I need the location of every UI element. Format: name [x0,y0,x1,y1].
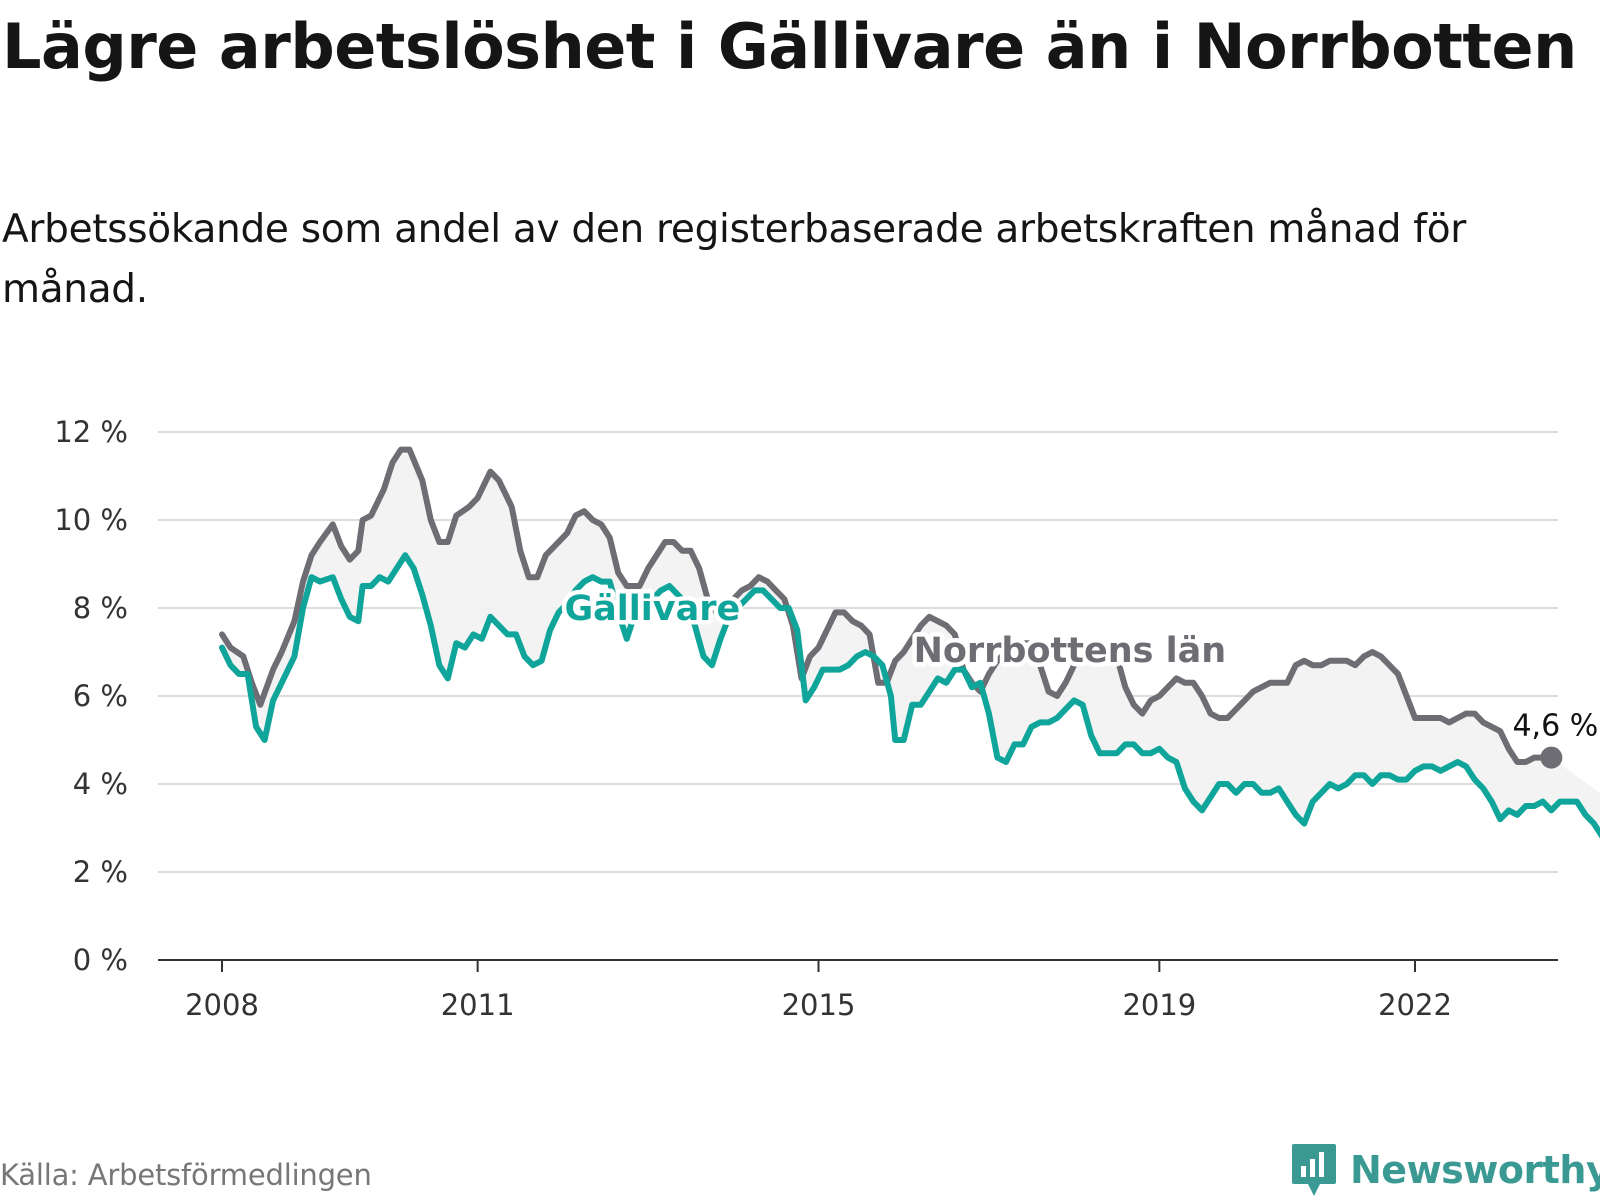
y-tick-label: 2 % [73,855,128,889]
series-lines [219,446,1600,839]
y-tick-label: 4 % [73,767,128,801]
x-tick-label: 2008 [185,988,259,1022]
grid-lines: 0 % 2 % 4 % 6 % 8 % 10 % 12 % [54,415,1558,977]
x-tick-label: 2019 [1122,988,1196,1022]
newsworthy-logo-icon [1292,1144,1336,1196]
series-line-norrbotten [219,446,1555,765]
series-line-gallivare [219,552,1600,839]
x-tick-label: 2011 [441,988,515,1022]
brand-logo[interactable]: Newsworthy [1290,1142,1600,1198]
y-tick-label: 8 % [73,591,128,625]
y-tick-label: 12 % [54,415,128,449]
y-tick-label: 0 % [73,943,128,977]
y-tick-label: 6 % [73,679,128,713]
series-label-gallivare: Gällivare [564,589,740,629]
brand-name: Newsworthy [1350,1148,1600,1192]
y-tick-label: 10 % [54,503,128,537]
x-tick-label: 2022 [1378,988,1452,1022]
chart-title: Lägre arbetslöshet i Gällivare än i Norr… [2,10,1577,83]
series-label-norrbotten: Norrbottens län [914,631,1227,671]
end-point-norrbotten [1540,746,1563,769]
source-note: Källa: Arbetsförmedlingen [0,1158,372,1192]
chart-subtitle: Arbetssökande som andel av den registerb… [2,207,1467,312]
end-label-norrbotten: 4,6 % [1512,709,1598,744]
x-axis: 2008 2011 2015 2019 2022 [158,959,1558,1022]
x-tick-label: 2015 [782,988,856,1022]
